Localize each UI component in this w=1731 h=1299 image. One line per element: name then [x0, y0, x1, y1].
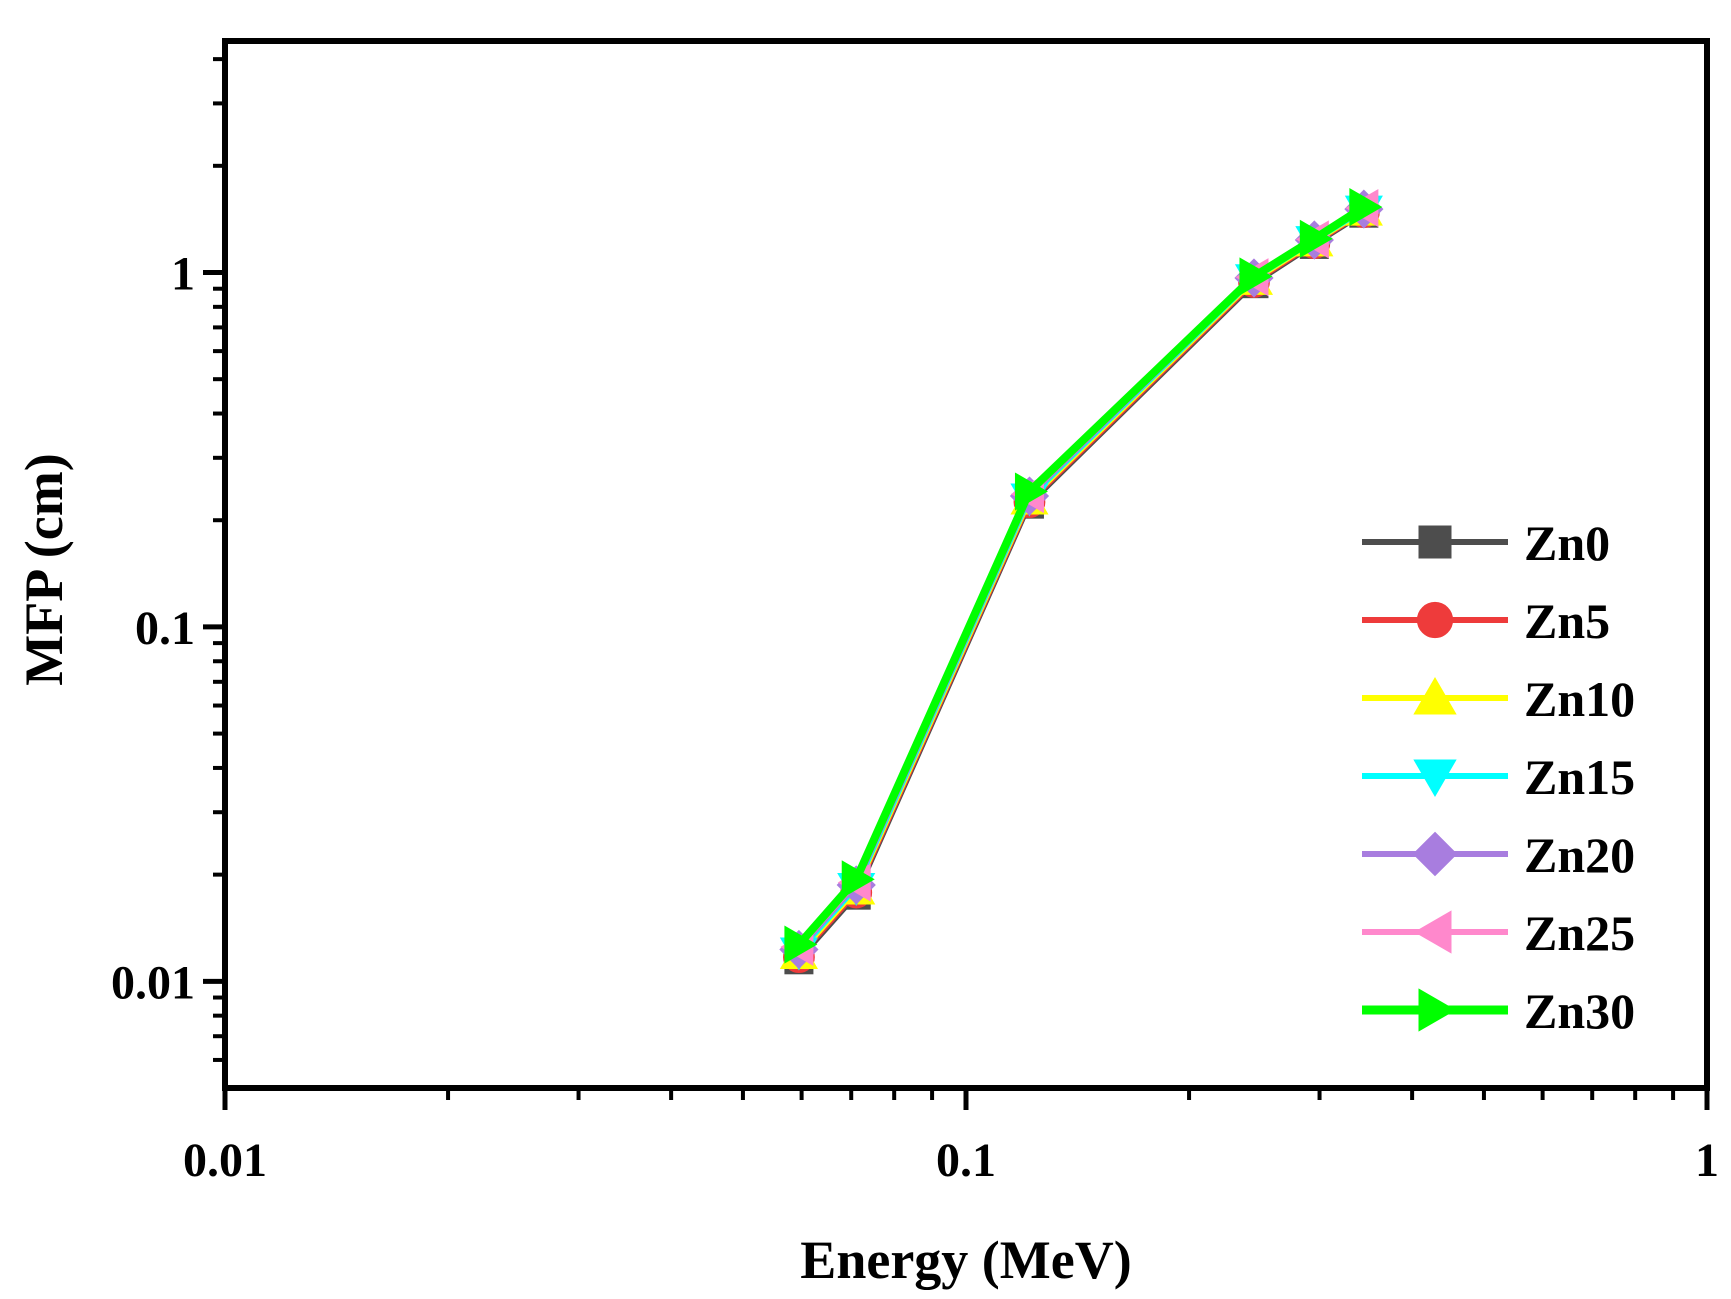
legend: Zn0 Zn5 Zn10 Zn15 Zn20 Zn25 Zn30 — [1362, 515, 1635, 1039]
series-line — [797, 210, 1366, 959]
x-axis: 0.01 0.1 1 — [183, 1088, 1719, 1187]
data-point — [784, 925, 818, 964]
x-axis-title: Energy (MeV) — [800, 1230, 1131, 1290]
legend-item-zn15: Zn15 — [1362, 749, 1635, 805]
legend-marker — [1414, 910, 1452, 954]
y-axis-title: MFP (cm) — [14, 453, 74, 685]
legend-marker — [1418, 988, 1456, 1032]
series-line — [797, 211, 1366, 962]
legend-marker — [1412, 831, 1458, 877]
legend-item-zn20: Zn20 — [1362, 827, 1635, 883]
data-point — [1349, 187, 1383, 227]
y-tick-label: 1 — [171, 248, 195, 301]
y-tick-label: 0.1 — [135, 602, 195, 655]
legend-item-zn5: Zn5 — [1362, 593, 1610, 649]
legend-item-zn25: Zn25 — [1362, 905, 1635, 961]
legend-marker — [1418, 525, 1452, 559]
x-tick-label: 1 — [1695, 1134, 1719, 1187]
y-tick-label: 0.01 — [111, 956, 195, 1009]
legend-item-zn10: Zn10 — [1362, 671, 1635, 727]
legend-label: Zn25 — [1524, 905, 1635, 961]
legend-label: Zn15 — [1524, 749, 1635, 805]
x-tick-label: 0.1 — [936, 1134, 996, 1187]
legend-label: Zn0 — [1524, 515, 1610, 571]
data-point — [1299, 219, 1333, 258]
series-layer — [779, 187, 1384, 975]
legend-marker — [1413, 677, 1457, 715]
legend-item-zn30: Zn30 — [1362, 983, 1635, 1039]
series-zn30 — [784, 187, 1383, 964]
legend-marker — [1416, 601, 1454, 639]
legend-marker — [1413, 759, 1457, 797]
series-line — [797, 209, 1366, 957]
data-point — [1239, 257, 1273, 296]
legend-label: Zn10 — [1524, 671, 1635, 727]
legend-label: Zn30 — [1524, 983, 1635, 1039]
y-axis: 0.01 0.1 1 — [111, 57, 225, 1062]
legend-label: Zn5 — [1524, 593, 1610, 649]
data-point — [1014, 472, 1048, 511]
legend-item-zn0: Zn0 — [1362, 515, 1610, 571]
series-line — [797, 207, 1366, 954]
legend-label: Zn20 — [1524, 827, 1635, 883]
x-tick-label: 0.01 — [183, 1134, 267, 1187]
data-point — [841, 860, 875, 899]
